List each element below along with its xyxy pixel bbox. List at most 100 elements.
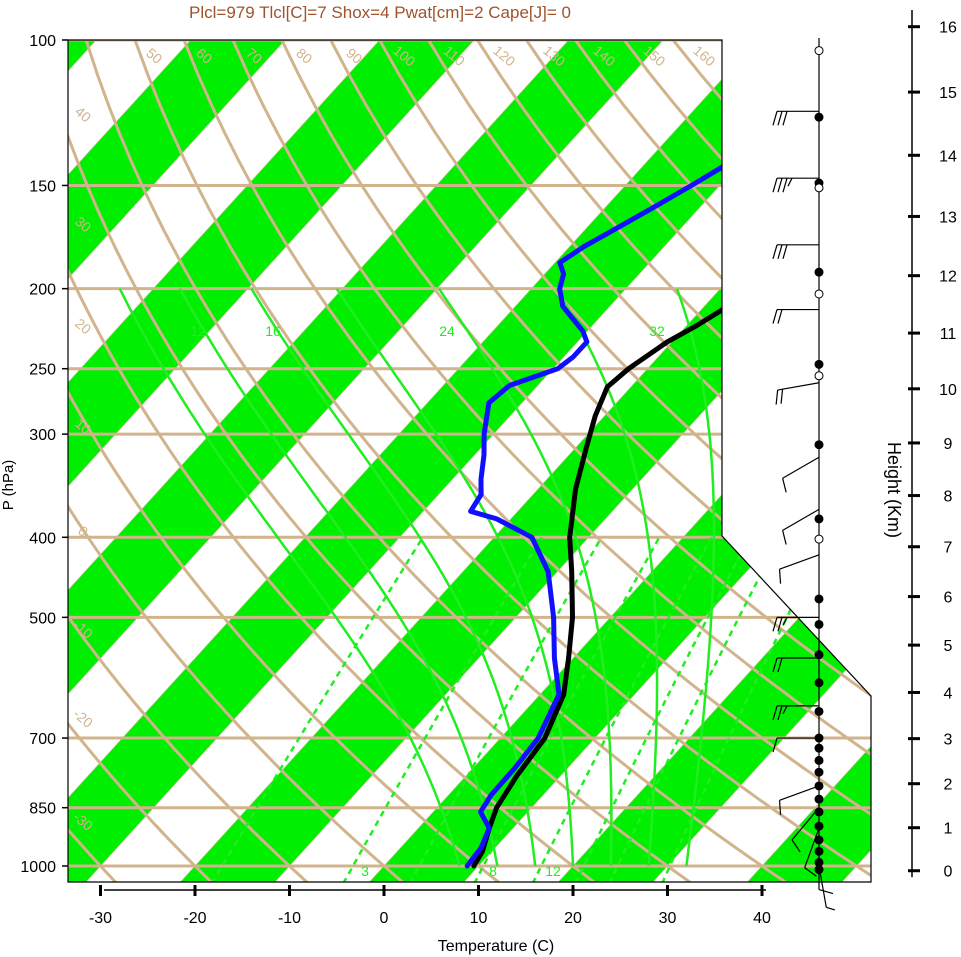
height-tick-label: 11 [940, 326, 957, 343]
moist-adiabat-label: 16 [265, 323, 281, 339]
wind-barb-flag [782, 178, 788, 193]
wind-barb-flag [780, 389, 784, 404]
dry-adiabat-label: 40 [72, 103, 94, 125]
wind-barb-flag [782, 617, 788, 626]
height-tick-label: 6 [944, 590, 953, 607]
dry-adiabat [68, 40, 214, 882]
mixing-ratio-line [210, 536, 424, 882]
wind-barb-flag [772, 178, 778, 193]
wind-barb-flag [772, 244, 778, 259]
height-tick-label: 10 [939, 382, 957, 399]
wind-barb [804, 827, 820, 877]
isotherm-label: 10 [723, 342, 745, 364]
wind-barb-flag [777, 617, 783, 632]
isotherm-label: 10 [747, 538, 769, 560]
wind-barb-flag [782, 244, 788, 259]
x-tick-label: -30 [89, 910, 112, 927]
height-tick-label: 14 [939, 148, 957, 165]
wind-barb-flag [777, 705, 783, 721]
mixing-ratio-label: 3 [361, 863, 369, 879]
height-tick-label: 1 [944, 821, 953, 838]
chart-title: Plcl=979 Tlcl[C]=7 Shox=4 Pwat[cm]=2 Cap… [189, 3, 571, 22]
wind-barb-flag [772, 705, 778, 721]
wind-barb-flag [787, 177, 793, 187]
dry-adiabat [68, 40, 406, 882]
moist-adiabat [178, 288, 499, 867]
dry-adiabat [378, 40, 871, 882]
wind-barb [775, 382, 820, 405]
isotherm-line [68, 40, 570, 882]
isotherm-line [652, 40, 871, 882]
wind-barb [778, 554, 820, 584]
dewpoint-profile [464, 71, 867, 869]
pressure-tick-label: 1000 [20, 859, 56, 876]
wind-barb [818, 865, 836, 911]
height-tick-label: 3 [944, 732, 953, 749]
mixing-ratio-label: 8 [489, 863, 497, 879]
height-tick-label: 8 [944, 489, 953, 506]
isotherm-label: 30 [843, 647, 865, 669]
height-tick-label: 13 [939, 209, 957, 226]
wind-barb-shaft [818, 865, 827, 908]
wind-barb-flag [782, 478, 787, 493]
isotherm-line [747, 40, 871, 882]
height-tick-label: 7 [944, 540, 953, 557]
isotherm-label: 30 [723, 123, 745, 145]
dry-adiabat [133, 40, 871, 882]
dry-adiabat [231, 40, 871, 882]
moist-adiabat [118, 288, 461, 867]
wind-barb-shaft [782, 508, 820, 531]
wind-barb-flag [782, 530, 787, 545]
dry-adiabat [329, 40, 871, 882]
mixing-ratio-line [408, 536, 603, 882]
wind-barb [772, 244, 819, 259]
dry-adiabat [427, 40, 871, 882]
temperature-profile [471, 65, 871, 869]
isotherm-line [68, 40, 475, 882]
wind-level-dot [814, 359, 824, 369]
x-axis: -30 -20 -10 0 10 20 30 40 [89, 885, 771, 927]
height-tick-label: 15 [939, 85, 957, 102]
wind-barb-flag [818, 889, 834, 895]
wind-level-dot [814, 767, 824, 777]
wind-level-dot [814, 706, 824, 716]
pressure-tick-label: 100 [29, 33, 56, 50]
dry-adiabat [182, 40, 871, 882]
wind-level-dot [814, 594, 824, 604]
wind-level-dot [814, 371, 824, 381]
moist-adiabat [437, 288, 613, 866]
wind-barb-shaft [782, 456, 820, 479]
isotherm-label: 0 [723, 459, 739, 476]
x-tick-label: -10 [278, 910, 301, 927]
x-tick-label: 40 [753, 910, 771, 927]
dry-adiabat [867, 40, 871, 882]
wind-barb-shaft [779, 785, 820, 801]
wind-barb-shaft [791, 807, 820, 841]
pressure-axis: 100 150 200 250 300 400 500 700 850 1000 [20, 33, 68, 876]
wind-barb [772, 616, 819, 632]
dry-adiabat-label: -20 [70, 706, 96, 731]
wind-barb-flag [782, 705, 788, 715]
wind-barb [772, 737, 819, 753]
wind-barb [772, 657, 819, 673]
height-tick-label: 4 [944, 685, 953, 702]
height-tick-label: 16 [939, 20, 957, 37]
wind-barb-flag [777, 657, 783, 673]
wind-level-dot [814, 650, 824, 660]
wind-barb [782, 456, 820, 493]
wind-level-dot [814, 440, 824, 450]
wind-barb-flag [777, 178, 783, 193]
isotherm-line [936, 40, 961, 882]
x-tick-label: 10 [470, 910, 488, 927]
isotherm-band [68, 40, 286, 882]
height-tick-label: 9 [944, 436, 953, 453]
wind-level-dot [814, 755, 824, 765]
pressure-tick-label: 700 [29, 731, 56, 748]
mixing-ratio-line [531, 536, 713, 882]
isotherm-line [68, 40, 759, 882]
wind-barb-flag [826, 906, 836, 911]
wind-barb-flag [778, 800, 782, 815]
mixing-ratio-line [574, 536, 751, 882]
moist-adiabat-lines [118, 288, 716, 867]
